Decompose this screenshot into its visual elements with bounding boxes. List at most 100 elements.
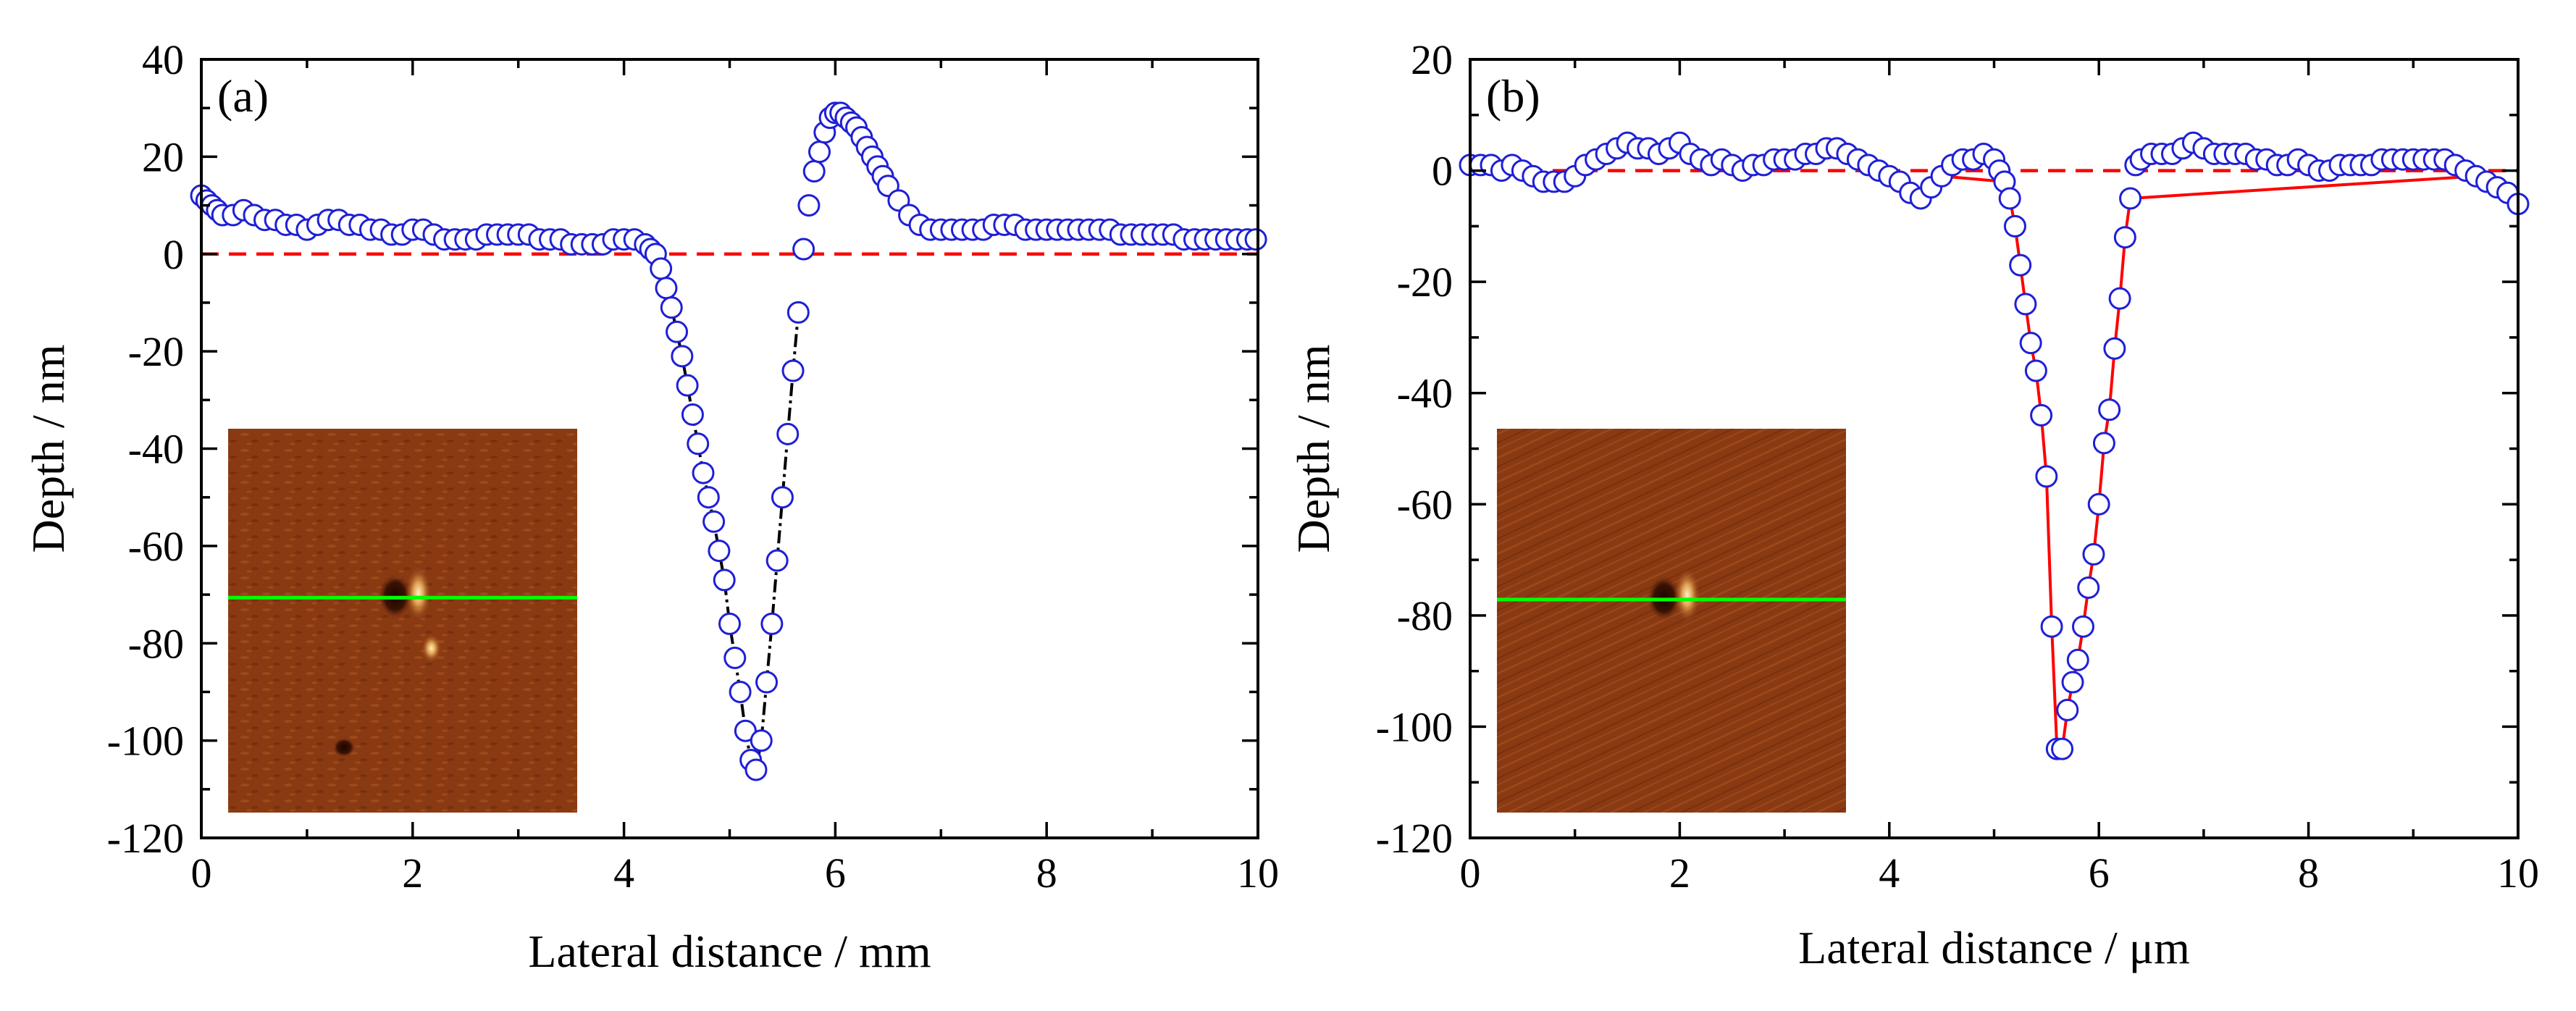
data-point: [760, 612, 784, 635]
y-tick-label: 0: [163, 231, 184, 278]
inset-background: [1497, 429, 1846, 813]
y-tick-label: -20: [128, 328, 184, 375]
panel-label: (a): [217, 70, 269, 122]
inset-bright-spot: [405, 566, 432, 621]
data-point: [666, 320, 689, 343]
data-point: [2087, 492, 2110, 516]
data-point: [692, 461, 715, 484]
data-point: [2119, 187, 2142, 210]
data-point: [744, 758, 768, 781]
x-tick-label: 10: [2497, 850, 2539, 897]
data-point: [708, 540, 731, 563]
data-point: [723, 646, 747, 669]
data-point: [650, 257, 673, 280]
y-axis-title: Depth / nm: [22, 345, 74, 553]
data-point: [797, 194, 821, 217]
data-point: [755, 671, 779, 694]
x-axis-title: Lateral distance / mm: [528, 926, 931, 977]
data-point: [2077, 576, 2100, 599]
data-point: [2040, 615, 2063, 638]
x-tick-label: 2: [1669, 850, 1690, 897]
panel-b: 0 2 4 6 8 10 -120 -100 -80 -60 -40 -20 0 20 Lateral di…: [1288, 36, 2539, 973]
data-point: [687, 432, 710, 456]
y-tick-label: -80: [1397, 592, 1453, 639]
data-point: [718, 612, 741, 635]
data-point: [676, 374, 699, 397]
x-tick-label: 0: [1460, 850, 1481, 897]
data-point: [765, 549, 789, 572]
inset-background: [228, 429, 577, 813]
data-point: [2019, 332, 2042, 355]
data-point: [2098, 398, 2121, 421]
panel-label: (b): [1486, 70, 1540, 122]
data-point: [697, 486, 720, 509]
x-tick-label: 6: [825, 850, 846, 897]
inset-bright-spot: [1674, 567, 1700, 623]
data-point: [2051, 737, 2074, 760]
panel-a: 0 2 4 6 8 10 -120 -100 -80 -60 -40 -20 0 20 40 Lateral …: [22, 36, 1279, 977]
data-point: [1244, 228, 1267, 251]
data-point: [2056, 698, 2079, 721]
data-point: [2014, 293, 2037, 316]
y-tick-label: -60: [1397, 481, 1453, 528]
inset-image: [1497, 429, 1846, 813]
data-markers: [190, 101, 1267, 781]
y-tick-label: 40: [142, 36, 184, 83]
data-point: [750, 729, 773, 752]
data-point: [655, 277, 678, 300]
data-point: [2035, 465, 2058, 488]
data-point: [771, 486, 794, 509]
data-point: [702, 510, 726, 533]
data-point: [2108, 287, 2131, 310]
y-tick-label: 0: [1432, 148, 1453, 195]
inset-debris-spot: [421, 634, 442, 663]
data-point: [2009, 253, 2032, 277]
data-point: [2082, 542, 2105, 566]
y-tick-label: -80: [128, 620, 184, 667]
trough-fit-line: [1898, 175, 2520, 751]
data-point: [660, 296, 683, 319]
y-tick-label: -120: [1376, 815, 1453, 862]
data-point: [713, 569, 736, 592]
y-tick-label: -100: [107, 718, 184, 765]
y-tick-label: 20: [1411, 36, 1453, 83]
x-tick-label: 10: [1237, 850, 1279, 897]
y-tick-label: -120: [107, 815, 184, 862]
x-tick-label: 6: [2089, 850, 2110, 897]
data-point: [776, 422, 800, 445]
y-tick-label: 20: [142, 133, 184, 180]
y-tick-label: -40: [128, 426, 184, 473]
y-tick-label: -40: [1397, 370, 1453, 417]
data-point: [2071, 615, 2094, 638]
data-point: [734, 719, 757, 742]
x-axis-title: Lateral distance / μm: [1798, 922, 2190, 973]
x-tick-label: 8: [1036, 850, 1057, 897]
x-tick-label: 0: [191, 850, 212, 897]
data-point: [2092, 432, 2115, 455]
x-tick-label: 8: [2298, 850, 2319, 897]
data-point: [681, 403, 704, 426]
data-point: [2113, 226, 2136, 249]
y-tick-label: -100: [1376, 703, 1453, 750]
data-point: [2103, 337, 2126, 360]
data-point: [1998, 187, 2021, 210]
data-point: [786, 301, 810, 324]
data-point: [808, 140, 831, 164]
data-point: [729, 680, 752, 703]
data-point: [792, 238, 815, 261]
y-axis-title: Depth / nm: [1288, 345, 1339, 553]
x-tick-label: 4: [1879, 850, 1900, 897]
data-point: [802, 160, 826, 183]
x-tick-label: 2: [402, 850, 423, 897]
y-tick-label: -20: [1397, 259, 1453, 306]
data-point: [671, 345, 694, 368]
y-tick-label: -60: [128, 523, 184, 570]
data-point: [2061, 671, 2084, 694]
x-tick-label: 4: [613, 850, 634, 897]
inset-image: [228, 429, 577, 813]
data-point: [781, 359, 805, 382]
data-point: [2024, 359, 2047, 382]
data-point: [2066, 648, 2089, 671]
